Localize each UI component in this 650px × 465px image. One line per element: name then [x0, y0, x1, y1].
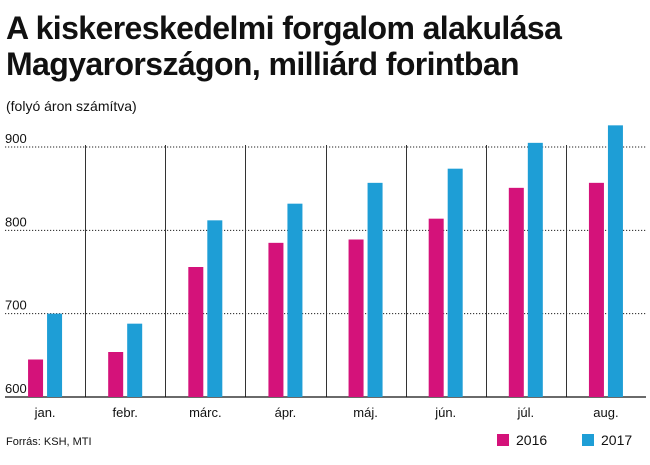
bar-2016-jan.: [28, 359, 44, 397]
bar-2017-jan.: [47, 313, 63, 397]
legend-item-2016: 2016: [497, 432, 547, 448]
bar-2016-jún.: [428, 218, 444, 397]
bar-2017-ápr.: [287, 203, 303, 397]
chart-title-line-2: Magyarországon, milliárd forintban: [6, 46, 520, 82]
x-tick-label: jan.: [34, 405, 56, 420]
legend-swatch-2017: [582, 434, 594, 446]
legend-item-2017: 2017: [582, 432, 632, 448]
x-tick-label: júl.: [517, 405, 535, 420]
chart-subtitle: (folyó áron számítva): [6, 98, 137, 114]
bar-2016-febr.: [108, 352, 124, 397]
bar-2016-aug.: [588, 182, 604, 397]
y-tick-label-600: 600: [5, 381, 27, 396]
bar-2017-máj.: [367, 182, 383, 397]
y-tick-label-700: 700: [5, 298, 27, 313]
legend-label-2017: 2017: [601, 432, 633, 448]
chart-title-line-1: A kiskereskedelmi forgalom alakulása: [6, 10, 562, 46]
x-tick-label: aug.: [593, 405, 618, 420]
source-note: Forrás: KSH, MTI: [6, 436, 92, 448]
x-tick-label: febr.: [113, 405, 138, 420]
bar-2016-ápr.: [268, 242, 284, 397]
x-tick-label: máj.: [353, 405, 378, 420]
bar-2017-aug.: [607, 125, 623, 397]
legend-swatch-2016: [497, 434, 509, 446]
y-tick-label-800: 800: [5, 214, 27, 229]
bar-2016-máj.: [348, 239, 364, 397]
x-tick-label: márc.: [189, 405, 222, 420]
legend-label-2016: 2016: [516, 432, 548, 448]
chart-title: A kiskereskedelmi forgalom alakulása Mag…: [6, 10, 562, 82]
bar-2017-márc.: [207, 220, 223, 397]
x-tick-label: jún.: [434, 405, 456, 420]
x-tick-label: ápr.: [275, 405, 297, 420]
bar-2016-márc.: [188, 267, 204, 397]
bar-2017-júl.: [527, 142, 543, 397]
bar-2017-jún.: [447, 168, 463, 397]
bar-2016-júl.: [508, 187, 524, 397]
bar-2017-febr.: [127, 323, 143, 397]
y-tick-label-900: 900: [5, 131, 27, 146]
